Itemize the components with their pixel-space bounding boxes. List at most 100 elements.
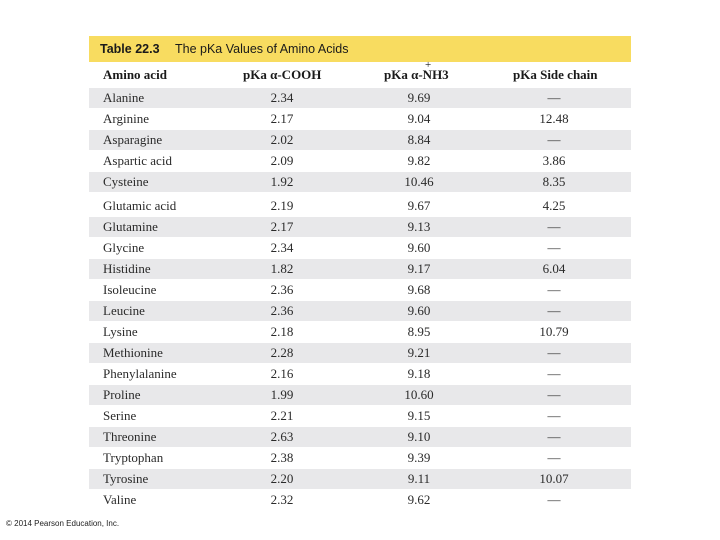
pka-nh3-value: 9.62: [407, 492, 431, 507]
pka-side-chain-value: —: [547, 408, 561, 423]
pka-side-chain-value: —: [547, 90, 561, 105]
amino-acid-name: Proline: [103, 387, 141, 402]
table-title: The pKa Values of Amino Acids: [175, 42, 349, 56]
table-row: Threonine 2.63 9.10 —: [89, 427, 631, 447]
pka-side-chain-value: —: [547, 282, 561, 297]
pka-nh3-value: 9.11: [407, 471, 431, 486]
pka-nh3-value: 9.17: [407, 261, 431, 276]
amino-acid-name: Tyrosine: [103, 471, 149, 486]
pka-cooh-value: 2.20: [270, 471, 294, 486]
table-header-row: Amino acid pKa α-COOH + pKa α-NH3 pKa Si…: [89, 59, 631, 84]
pka-cooh-value: 2.21: [270, 408, 294, 423]
amino-acid-name: Serine: [103, 408, 137, 423]
pka-nh3-value: 9.82: [407, 153, 431, 168]
amino-acid-name: Glutamine: [103, 219, 158, 234]
table-row: Serine 2.21 9.15 —: [89, 406, 631, 426]
pka-nh3-value: 9.60: [407, 240, 431, 255]
pka-cooh-value: 1.99: [270, 387, 294, 402]
header-pka-cooh: pKa α-COOH: [243, 67, 322, 82]
pka-cooh-value: 1.92: [270, 174, 294, 189]
table-row: Glutamine 2.17 9.13 —: [89, 217, 631, 237]
table-row: Phenylalanine 2.16 9.18 —: [89, 364, 631, 384]
pka-nh3-value: 8.95: [407, 324, 431, 339]
table-row: Isoleucine 2.36 9.68 —: [89, 280, 631, 300]
pka-side-chain-value: 12.48: [539, 111, 569, 126]
table-row: Arginine 2.17 9.04 12.48: [89, 109, 631, 129]
pka-nh3-value: 9.69: [407, 90, 431, 105]
table-row: Asparagine 2.02 8.84 —: [89, 130, 631, 150]
amino-acid-name: Arginine: [103, 111, 149, 126]
header-nh3-charge: +: [425, 59, 432, 71]
amino-acid-name: Leucine: [103, 303, 145, 318]
table-row: Lysine 2.18 8.95 10.79: [89, 322, 631, 342]
pka-cooh-value: 2.36: [270, 303, 294, 318]
pka-cooh-value: 2.17: [270, 219, 294, 234]
table-row: Proline 1.99 10.60 —: [89, 385, 631, 405]
pka-side-chain-value: —: [547, 132, 561, 147]
pka-cooh-value: 2.36: [270, 282, 294, 297]
table-label: Table 22.3: [100, 42, 160, 56]
pka-side-chain-value: —: [547, 303, 561, 318]
table-row: Leucine 2.36 9.60 —: [89, 301, 631, 321]
pka-cooh-value: 2.19: [270, 198, 294, 213]
pka-nh3-value: 9.10: [407, 429, 431, 444]
amino-acid-name: Cysteine: [103, 174, 149, 189]
pka-nh3-value: 8.84: [407, 132, 431, 147]
pka-side-chain-value: 4.25: [542, 198, 566, 213]
table-row: Tyrosine 2.20 9.11 10.07: [89, 469, 631, 489]
pka-nh3-value: 9.04: [407, 111, 431, 126]
header-amino-acid: Amino acid: [103, 67, 167, 82]
pka-side-chain-value: —: [547, 240, 561, 255]
pka-cooh-value: 2.17: [270, 111, 294, 126]
pka-cooh-value: 2.34: [270, 240, 294, 255]
amino-acid-name: Histidine: [103, 261, 151, 276]
pka-cooh-value: 2.02: [270, 132, 294, 147]
table-row: Tryptophan 2.38 9.39 —: [89, 448, 631, 468]
pka-cooh-value: 2.28: [270, 345, 294, 360]
amino-acid-name: Valine: [103, 492, 137, 507]
amino-acid-name: Glycine: [103, 240, 145, 255]
pka-side-chain-value: 10.79: [539, 324, 569, 339]
pka-cooh-value: 2.09: [270, 153, 294, 168]
pka-side-chain-value: —: [547, 345, 561, 360]
table-row: Methionine 2.28 9.21 —: [89, 343, 631, 363]
pka-side-chain-value: —: [547, 219, 561, 234]
pka-nh3-value: 9.18: [407, 366, 431, 381]
pka-nh3-value: 9.13: [407, 219, 431, 234]
pka-side-chain-value: 3.86: [542, 153, 566, 168]
pka-side-chain-value: 6.04: [542, 261, 566, 276]
pka-nh3-value: 9.67: [407, 198, 431, 213]
amino-acid-name: Aspartic acid: [103, 153, 172, 168]
amino-acid-name: Asparagine: [103, 132, 163, 147]
pka-nh3-value: 10.46: [404, 174, 434, 189]
pka-nh3-value: 9.15: [407, 408, 431, 423]
table-row: Glutamic acid 2.19 9.67 4.25: [89, 196, 631, 216]
amino-acid-name: Alanine: [103, 90, 145, 105]
amino-acid-name: Phenylalanine: [103, 366, 177, 381]
table-title-bar: Table 22.3 The pKa Values of Amino Acids: [89, 36, 631, 62]
pka-side-chain-value: —: [547, 387, 561, 402]
pka-cooh-value: 2.32: [270, 492, 294, 507]
pka-nh3-value: 10.60: [404, 387, 434, 402]
amino-acid-name: Isoleucine: [103, 282, 157, 297]
pka-side-chain-value: —: [547, 450, 561, 465]
pka-nh3-value: 9.39: [407, 450, 431, 465]
amino-acid-name: Methionine: [103, 345, 163, 360]
pka-cooh-value: 1.82: [270, 261, 294, 276]
pka-cooh-value: 2.16: [270, 366, 294, 381]
pka-side-chain-value: —: [547, 429, 561, 444]
amino-acid-name: Threonine: [103, 429, 157, 444]
pka-cooh-value: 2.34: [270, 90, 294, 105]
header-pka-nh3: pKa α-NH3: [384, 67, 449, 82]
pka-nh3-value: 9.68: [407, 282, 431, 297]
copyright-notice: © 2014 Pearson Education, Inc.: [6, 519, 120, 528]
pka-nh3-value: 9.60: [407, 303, 431, 318]
table-row: Alanine 2.34 9.69 —: [89, 88, 631, 108]
table-row: Aspartic acid 2.09 9.82 3.86: [89, 151, 631, 171]
pka-side-chain-value: —: [547, 366, 561, 381]
pka-nh3-value: 9.21: [407, 345, 431, 360]
pka-cooh-value: 2.63: [270, 429, 294, 444]
pka-side-chain-value: —: [547, 492, 561, 507]
pka-side-chain-value: 10.07: [539, 471, 569, 486]
amino-acid-name: Tryptophan: [103, 450, 164, 465]
